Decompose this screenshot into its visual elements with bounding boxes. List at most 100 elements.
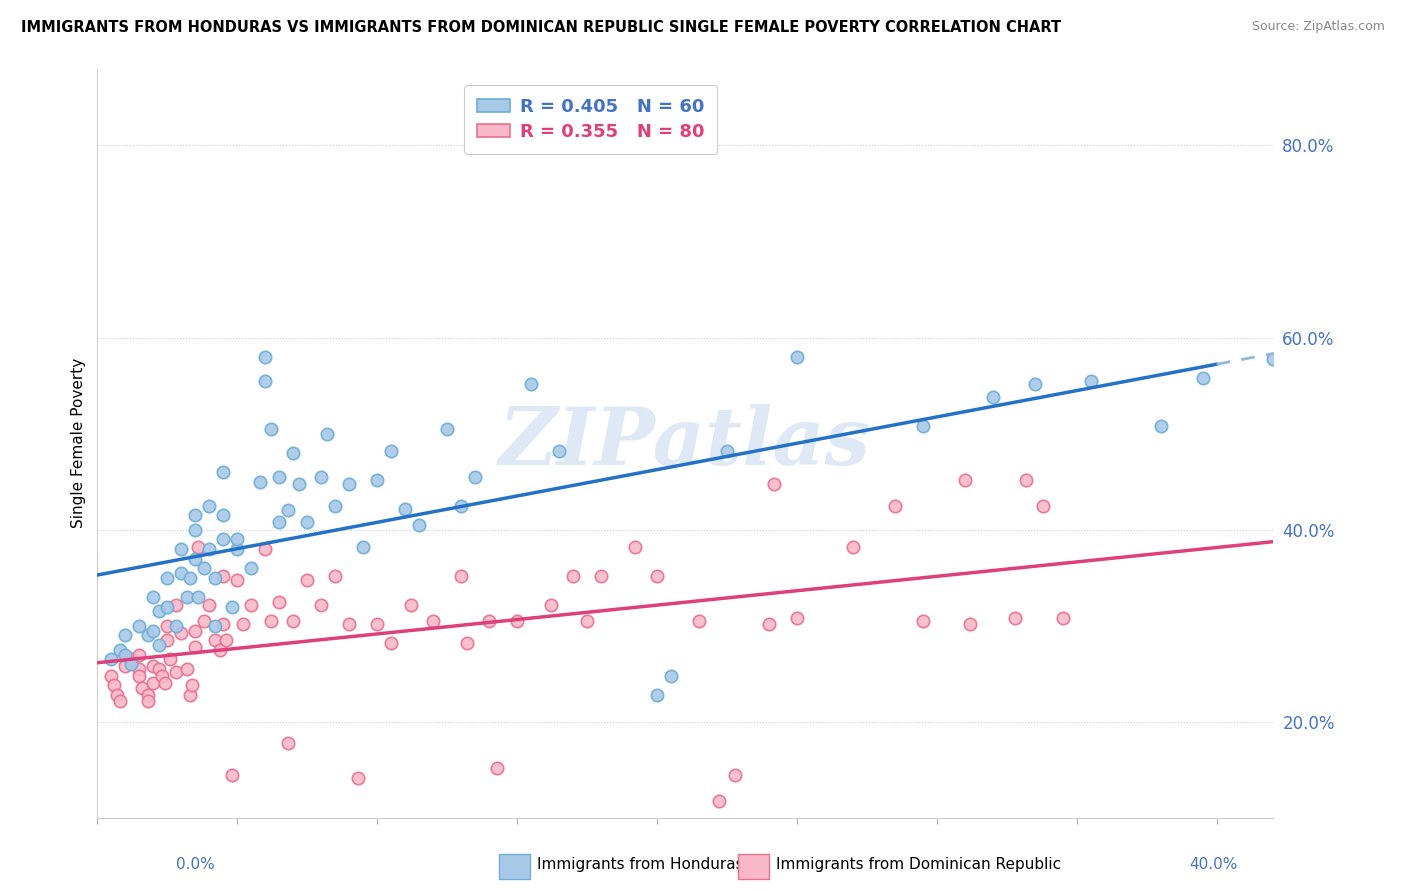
Point — [100, 652, 122, 666]
Point — [187, 540, 209, 554]
Point — [156, 571, 179, 585]
Point — [136, 688, 159, 702]
Point — [911, 418, 934, 433]
Point — [911, 614, 934, 628]
Point — [346, 771, 368, 785]
Point — [212, 616, 235, 631]
Point — [254, 541, 277, 556]
Point — [786, 611, 808, 625]
Point — [295, 515, 318, 529]
Point — [226, 533, 249, 547]
Point — [422, 614, 444, 628]
Point — [142, 676, 165, 690]
Point — [309, 470, 332, 484]
Point — [148, 662, 170, 676]
Point — [212, 533, 235, 547]
Point — [198, 541, 221, 556]
Point — [464, 470, 486, 484]
Point — [240, 598, 263, 612]
Point — [283, 614, 305, 628]
Point — [212, 508, 235, 523]
Point — [1289, 380, 1312, 394]
Point — [156, 599, 179, 614]
Point — [209, 642, 232, 657]
Point — [1024, 376, 1046, 391]
Point — [323, 569, 346, 583]
Point — [165, 619, 187, 633]
Point — [103, 678, 125, 692]
Text: ZIPatlas: ZIPatlas — [499, 404, 870, 482]
Point — [716, 444, 738, 458]
Point — [1015, 473, 1038, 487]
Text: 40.0%: 40.0% — [1189, 857, 1237, 872]
Point — [399, 598, 422, 612]
Point — [380, 636, 402, 650]
Point — [254, 350, 277, 364]
Point — [120, 652, 142, 666]
Point — [763, 476, 786, 491]
Point — [156, 633, 179, 648]
Point — [645, 688, 668, 702]
Point — [193, 614, 215, 628]
Point — [707, 794, 730, 808]
Point — [184, 640, 207, 654]
Point — [128, 669, 150, 683]
Point — [450, 499, 472, 513]
Point — [108, 642, 131, 657]
Point — [456, 636, 478, 650]
Point — [548, 444, 571, 458]
Point — [295, 573, 318, 587]
Point — [645, 569, 668, 583]
Point — [120, 657, 142, 672]
Point — [128, 648, 150, 662]
Point — [165, 598, 187, 612]
Point — [269, 595, 291, 609]
Point — [269, 515, 291, 529]
Text: 0.0%: 0.0% — [176, 857, 215, 872]
Point — [380, 444, 402, 458]
Point — [1080, 374, 1102, 388]
Point — [170, 566, 193, 580]
Point — [198, 499, 221, 513]
Point — [394, 501, 416, 516]
Point — [260, 614, 283, 628]
Point — [204, 619, 226, 633]
Point — [114, 659, 136, 673]
Point — [323, 499, 346, 513]
Text: Source: ZipAtlas.com: Source: ZipAtlas.com — [1251, 20, 1385, 33]
Point — [623, 540, 645, 554]
Point — [204, 571, 226, 585]
Point — [309, 598, 332, 612]
Point — [114, 648, 136, 662]
Point — [1191, 371, 1213, 385]
Point — [187, 590, 209, 604]
Legend: R = 0.405   N = 60, R = 0.355   N = 80: R = 0.405 N = 60, R = 0.355 N = 80 — [464, 85, 717, 153]
Point — [786, 350, 808, 364]
Point — [277, 736, 299, 750]
Point — [883, 499, 905, 513]
Point — [659, 669, 682, 683]
Point — [131, 681, 153, 696]
Point — [269, 470, 291, 484]
Point — [562, 569, 585, 583]
Point — [148, 638, 170, 652]
Point — [232, 616, 254, 631]
Point — [254, 374, 277, 388]
Point — [478, 614, 501, 628]
Point — [226, 573, 249, 587]
Point — [184, 624, 207, 638]
Point — [165, 665, 187, 679]
Point — [198, 598, 221, 612]
Point — [159, 652, 181, 666]
Y-axis label: Single Female Poverty: Single Female Poverty — [72, 358, 86, 528]
Point — [215, 633, 238, 648]
Point — [128, 619, 150, 633]
Point — [136, 694, 159, 708]
Point — [260, 422, 283, 436]
Point — [520, 376, 543, 391]
Point — [688, 614, 710, 628]
Point — [450, 569, 472, 583]
Point — [100, 669, 122, 683]
Point — [758, 616, 780, 631]
Point — [540, 598, 562, 612]
